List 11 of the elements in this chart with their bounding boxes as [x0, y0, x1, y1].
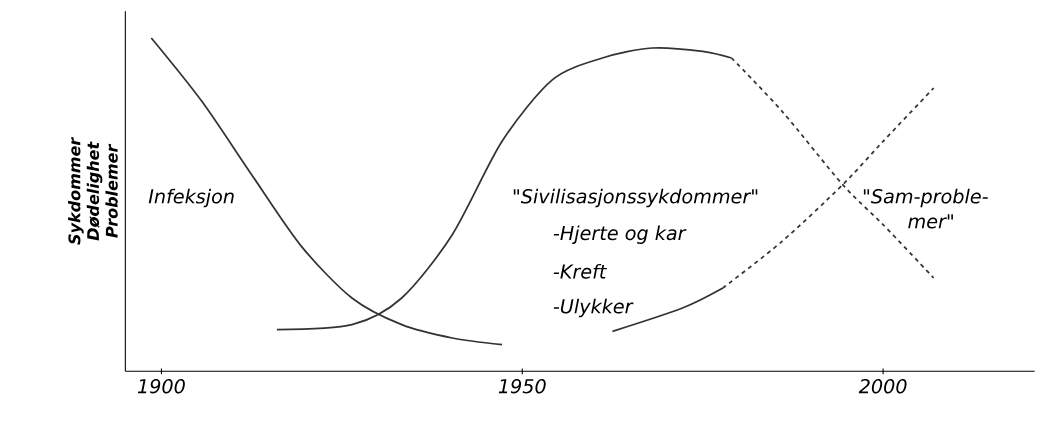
annotation: "Sivilisasjonssykdommer" — [513, 188, 758, 208]
x-tick-label: 1900 — [137, 378, 185, 394]
annotation: Infeksjon — [148, 188, 234, 208]
x-tick-label: 1950 — [498, 378, 546, 394]
annotation: mer" — [908, 214, 953, 229]
annotation: "Sam-proble- — [863, 188, 988, 208]
annotation: -Hjerte og kar — [553, 225, 687, 244]
annotation: -Ulykker — [553, 298, 634, 318]
annotation: -Kreft — [553, 263, 607, 279]
x-tick-label: 2000 — [858, 378, 907, 394]
y-axis-title: Sykdommer Dødelighet Problemer — [68, 136, 118, 245]
